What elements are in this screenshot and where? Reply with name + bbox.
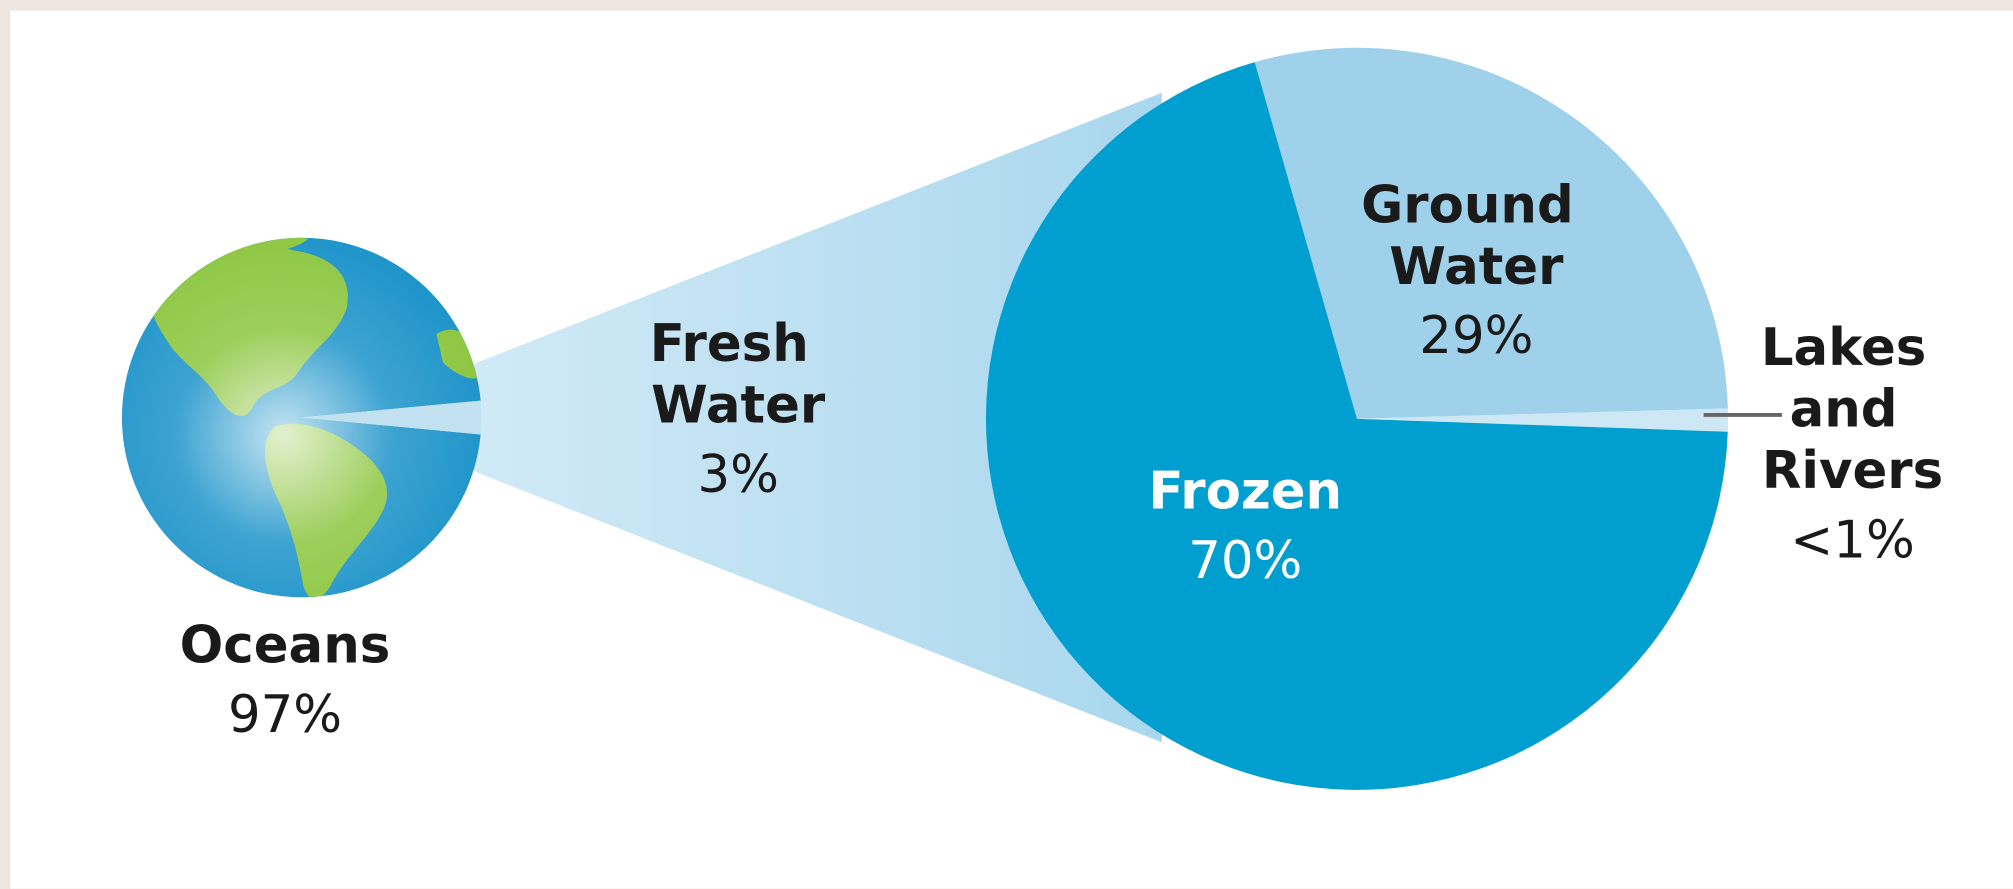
category-label: Fresh Water [650,314,827,436]
pie-slice [301,400,482,435]
pie-slice [1254,47,1728,419]
category-label: Frozen [1148,462,1342,522]
pie-slice [985,62,1728,790]
value-label: 70% [1188,531,1302,591]
funnel [385,92,1162,743]
value-label: 3% [697,445,778,505]
value-label: 97% [228,685,342,745]
category-label: Lakes and Rivers [1761,318,1944,501]
category-label: Oceans [180,616,391,676]
pie-slice [1356,408,1728,432]
value-label: <1% [1790,510,1914,570]
value-label: 29% [1419,306,1533,366]
category-label: Ground Water [1361,175,1591,297]
